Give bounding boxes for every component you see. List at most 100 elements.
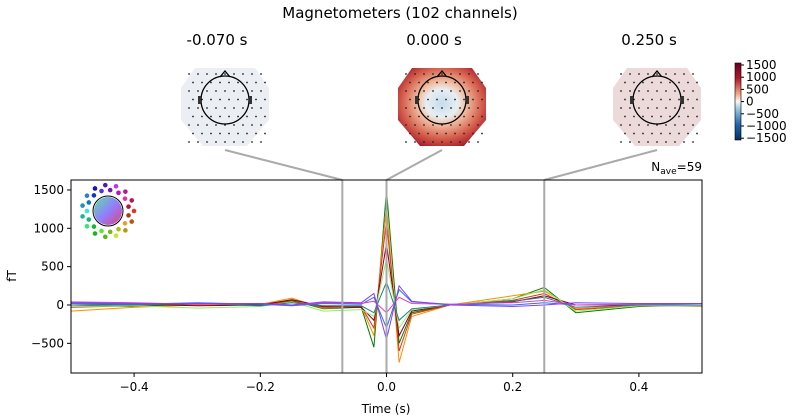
sensor-dot [414, 141, 416, 143]
sensor-dot [224, 73, 226, 75]
sensor-dot [665, 124, 667, 126]
sensor-dot [696, 115, 698, 118]
sensor-dot [481, 132, 483, 135]
sensor-dot [233, 107, 235, 109]
sensor-dot [477, 73, 479, 75]
sensor-dot [210, 98, 212, 101]
ear-left [198, 96, 201, 104]
sensor-dot [210, 81, 212, 84]
sensor-dot [459, 107, 461, 109]
y-tick-label: −500 [31, 336, 64, 350]
legend-sensor-dot [129, 198, 135, 203]
sensor-dot [656, 107, 658, 109]
sensor-dot [638, 73, 640, 75]
x-axis-label: Time (s) [361, 402, 411, 416]
sensor-dot [468, 90, 470, 92]
topomap-connector [224, 149, 343, 181]
sensor-dot [228, 81, 230, 84]
sensor-dot [260, 141, 262, 143]
sensor-dot [638, 107, 640, 109]
sensor-dot [651, 81, 653, 84]
sensor-dot [264, 115, 266, 118]
sensor-dot [678, 115, 680, 118]
sensor-dot [660, 115, 662, 118]
sensor-dot [472, 98, 474, 101]
sensor-dot [642, 115, 644, 118]
sensor-dot [242, 124, 244, 126]
sensor-dot [246, 81, 248, 84]
sensor-dot [629, 73, 631, 75]
legend-sensor-dot [122, 221, 128, 226]
sensor-dot [692, 107, 694, 109]
sensor-dot [454, 115, 456, 118]
x-tick-label: −0.4 [120, 380, 149, 394]
sensor-dot [683, 90, 685, 92]
sensor-dot [647, 141, 649, 143]
sensor-dot [678, 81, 680, 84]
sensor-dot [197, 73, 199, 75]
sensor-dot [481, 98, 483, 101]
sensor-dot [669, 98, 671, 101]
sensor-dot [242, 73, 244, 75]
sensor-dot [642, 81, 644, 84]
ear-left [630, 96, 633, 104]
colorbar-tick-label: 500 [746, 82, 769, 96]
sensor-dot [436, 81, 438, 84]
sensor-dot [255, 81, 257, 84]
legend-sensor-dot [123, 189, 128, 194]
sensor-dot [656, 90, 658, 92]
sensor-dot [463, 132, 465, 135]
legend-sensor-dot [84, 208, 90, 214]
sensor-dot [432, 141, 434, 143]
sensor-dot [450, 141, 452, 143]
sensor-dot [409, 115, 411, 118]
sensor-dot [201, 132, 203, 135]
sensor-dot [647, 124, 649, 126]
y-tick-label: 0 [56, 298, 64, 312]
sensor-dot [696, 81, 698, 84]
sensor-dot [450, 90, 452, 92]
sensor-dot [459, 73, 461, 75]
sensor-dot [436, 132, 438, 135]
sensor-dot [665, 107, 667, 109]
plot-axes: −0.4 −0.2 0.0 0.2 0.4 −500 0 500 1000 1500 Time (… [5, 160, 703, 416]
sensor-dot [233, 124, 235, 126]
sensor-dot [405, 90, 407, 92]
sensor-dot [432, 107, 434, 109]
sensor-dot [638, 90, 640, 92]
colorbar-tick-label: 1500 [746, 58, 777, 72]
sensor-dot [264, 132, 266, 135]
sensor-dot [445, 81, 447, 84]
sensor-dot [651, 98, 653, 101]
legend-sensor-dot [113, 233, 119, 239]
sensor-dot [215, 124, 217, 126]
sensor-dot [432, 73, 434, 75]
sensor-dot [472, 132, 474, 135]
sensor-dot [441, 73, 443, 75]
ear-right [249, 96, 252, 104]
sensor-dot [224, 107, 226, 109]
sensor-dot [656, 73, 658, 75]
sensor-dot [197, 90, 199, 92]
legend-sensor-dot [92, 186, 98, 191]
sensor-dot [423, 73, 425, 75]
legend-sensor-dot [92, 231, 98, 236]
sensor-dot [687, 81, 689, 84]
y-tick-label: 1000 [33, 221, 64, 235]
sensor-dot [665, 73, 667, 75]
sensor-dot [683, 141, 685, 143]
sensor-dot [423, 90, 425, 92]
topomap-field [181, 68, 269, 146]
sensor-dot [620, 107, 622, 109]
sensor-dot [251, 124, 253, 126]
sensor-dot [629, 124, 631, 126]
sensor-dot [255, 98, 257, 101]
sensor-dot [454, 132, 456, 135]
sensor-dot [463, 98, 465, 101]
sensor-dot [463, 115, 465, 118]
legend-sensor-dot [131, 208, 137, 214]
sensor-dot [629, 107, 631, 109]
sensor-dot [427, 98, 429, 101]
sensor-dot [624, 81, 626, 84]
